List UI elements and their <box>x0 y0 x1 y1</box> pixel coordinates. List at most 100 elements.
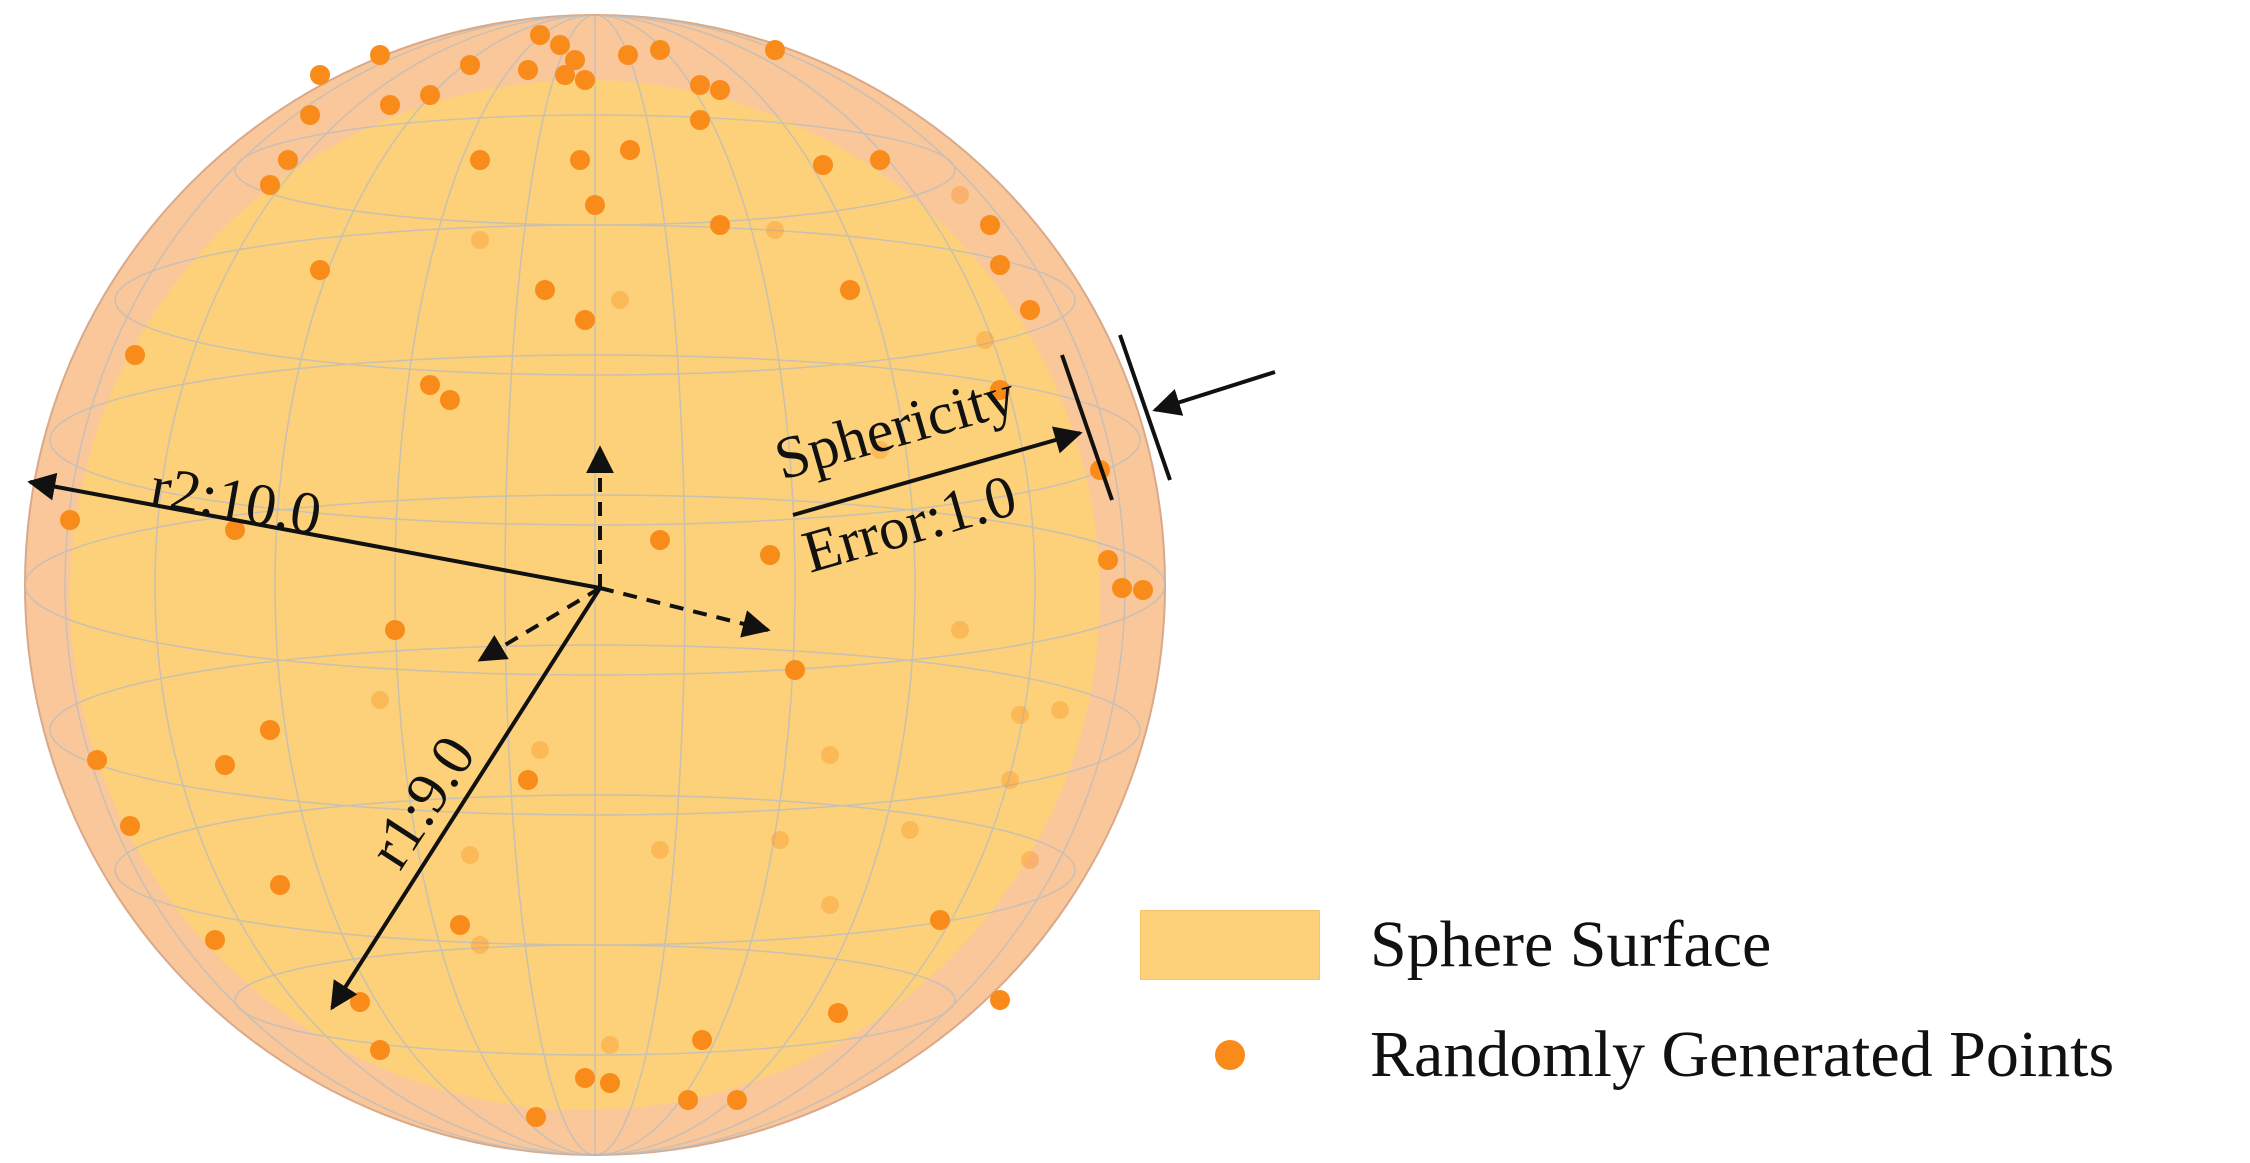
legend-points-label: Randomly Generated Points <box>1370 1018 2115 1091</box>
random-point-back <box>601 1036 619 1054</box>
random-point <box>470 150 490 170</box>
random-point-back <box>1001 771 1019 789</box>
random-point <box>300 105 320 125</box>
random-point <box>310 65 330 85</box>
random-point <box>990 990 1010 1010</box>
random-point <box>555 65 575 85</box>
random-point <box>215 755 235 775</box>
outer-pointer-arrow <box>1152 370 1276 416</box>
random-point <box>678 1090 698 1110</box>
random-point <box>690 75 710 95</box>
random-point-back <box>951 621 969 639</box>
random-point-back <box>1051 701 1069 719</box>
random-point-back <box>871 441 889 459</box>
random-point <box>270 875 290 895</box>
random-point <box>526 1107 546 1127</box>
random-point <box>585 195 605 215</box>
random-point-back <box>821 746 839 764</box>
random-point-back <box>766 221 784 239</box>
outer-tick <box>1118 334 1172 481</box>
random-point <box>1112 578 1132 598</box>
random-point <box>692 1030 712 1050</box>
random-point <box>650 530 670 550</box>
random-point <box>727 1090 747 1110</box>
random-point <box>620 140 640 160</box>
random-point <box>650 40 670 60</box>
random-point-back <box>461 846 479 864</box>
random-point <box>225 520 245 540</box>
random-point <box>278 150 298 170</box>
r2-arrow <box>27 472 601 590</box>
random-point-back <box>771 831 789 849</box>
coordinate-axes <box>477 445 771 662</box>
random-point <box>785 660 805 680</box>
random-point <box>760 545 780 565</box>
random-point <box>575 310 595 330</box>
random-point <box>575 1068 595 1088</box>
random-point <box>518 770 538 790</box>
random-point <box>60 510 80 530</box>
point-marker-icon <box>1215 1040 1245 1070</box>
random-point <box>350 992 370 1012</box>
random-point <box>518 60 538 80</box>
random-point-back <box>651 841 669 859</box>
random-point <box>420 85 440 105</box>
random-point <box>550 35 570 55</box>
random-point <box>87 750 107 770</box>
random-point <box>990 380 1010 400</box>
random-point <box>980 215 1000 235</box>
random-point <box>1098 550 1118 570</box>
inner-tick <box>1060 354 1114 501</box>
random-point <box>260 175 280 195</box>
random-point <box>765 40 785 60</box>
random-point <box>710 80 730 100</box>
random-point <box>460 55 480 75</box>
random-point <box>120 816 140 836</box>
inner-sphere-surface <box>70 80 1100 1110</box>
random-point-back <box>471 936 489 954</box>
random-point <box>260 720 280 740</box>
r1-arrow <box>330 586 602 1011</box>
random-point <box>710 215 730 235</box>
random-point <box>370 1040 390 1060</box>
random-point <box>690 110 710 130</box>
random-point <box>600 1073 620 1093</box>
sphere-surface-swatch <box>1140 910 1320 980</box>
random-point <box>535 280 555 300</box>
random-point <box>370 45 390 65</box>
axis-x <box>599 586 771 638</box>
random-point <box>840 280 860 300</box>
random-point <box>1020 300 1040 320</box>
random-point-back <box>471 231 489 249</box>
random-point <box>385 620 405 640</box>
random-point-back <box>611 291 629 309</box>
random-point-back <box>1011 706 1029 724</box>
random-point-back <box>531 741 549 759</box>
random-point <box>205 930 225 950</box>
random-point <box>420 375 440 395</box>
random-point-back <box>976 331 994 349</box>
random-point <box>530 25 550 45</box>
random-point <box>828 1003 848 1023</box>
legend-item-points: Randomly Generated Points <box>1140 1010 2114 1100</box>
random-point <box>990 255 1010 275</box>
random-point <box>450 915 470 935</box>
random-point-back <box>821 896 839 914</box>
random-point <box>930 910 950 930</box>
error-underline <box>792 426 1083 517</box>
points-marker-wrap <box>1140 1020 1320 1090</box>
random-point-back <box>371 691 389 709</box>
random-point <box>440 390 460 410</box>
random-point-back <box>901 821 919 839</box>
random-point <box>1133 580 1153 600</box>
random-point <box>618 45 638 65</box>
random-point-back <box>691 111 709 129</box>
random-point <box>565 50 585 70</box>
legend-surface-label: Sphere Surface <box>1370 908 1772 981</box>
random-point <box>380 95 400 115</box>
legend-item-surface: Sphere Surface <box>1140 900 1771 990</box>
random-point <box>575 70 595 90</box>
random-point <box>813 155 833 175</box>
random-point <box>870 150 890 170</box>
